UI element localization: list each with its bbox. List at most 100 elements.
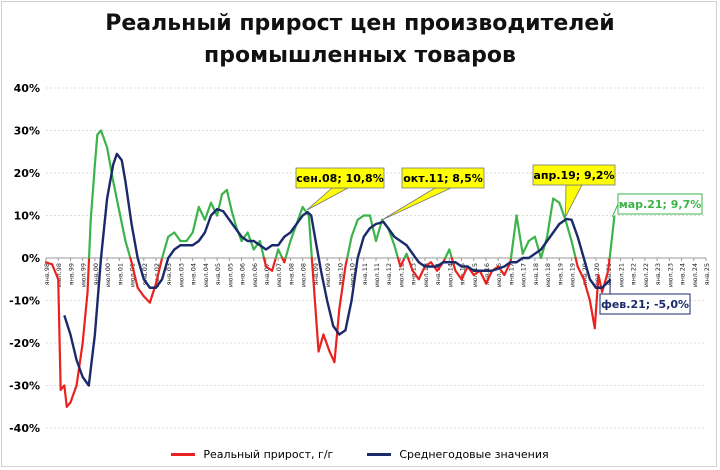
x-tick-label: янв.13 xyxy=(410,263,418,285)
callout-label: апр.19; 9,2% xyxy=(533,169,614,182)
series-real-segment xyxy=(322,333,331,353)
series-real-segment xyxy=(509,214,518,260)
x-tick-label: июл.12 xyxy=(397,263,405,287)
series-average-line xyxy=(63,152,612,387)
series-real-segment xyxy=(277,248,284,260)
y-tick-label: -20% xyxy=(9,337,40,350)
y-tick-label: -10% xyxy=(9,295,40,308)
legend-item-average: Среднегодовые значения xyxy=(367,447,549,461)
series-real-segment xyxy=(262,256,268,268)
series-real-segment xyxy=(197,205,206,221)
x-tick-label: янв.99 xyxy=(67,263,75,285)
series-real-segment xyxy=(570,239,577,260)
x-axis-ticks: янв.98 июл.98 янв.99 июл.99 янв.00 июл.00 янв.… xyxy=(43,258,711,287)
x-tick-label: янв.14 xyxy=(434,263,442,285)
x-tick-label: янв.21 xyxy=(605,263,613,285)
legend-label-average: Среднегодовые значения xyxy=(399,447,549,461)
x-tick-label: янв.00 xyxy=(92,263,100,285)
series-real-segment xyxy=(484,269,494,285)
series-real-segment xyxy=(574,256,579,268)
series-real-segment xyxy=(558,201,567,221)
x-tick-label: июл.10 xyxy=(349,263,357,287)
series-real-segment xyxy=(576,265,585,281)
x-tick-label: янв.11 xyxy=(361,263,369,285)
callout-leader xyxy=(611,203,619,217)
x-tick-label: янв.15 xyxy=(459,263,467,285)
series-real-segment xyxy=(588,299,596,330)
x-tick-label: янв.25 xyxy=(703,263,711,285)
series-real-segment xyxy=(154,256,164,285)
x-tick-label: июл.21 xyxy=(617,263,625,287)
callout-label: фев.21; -5,0% xyxy=(601,298,689,311)
x-tick-label: июл.03 xyxy=(177,263,185,287)
x-tick-label: июл.98 xyxy=(55,263,63,287)
y-tick-label: 0% xyxy=(21,252,40,265)
series-real-segment xyxy=(393,244,400,260)
x-tick-label: июл.07 xyxy=(275,263,283,287)
x-tick-label: июл.06 xyxy=(251,263,259,287)
x-tick-label: июл.17 xyxy=(520,263,528,287)
callout-pointer xyxy=(306,187,349,211)
x-tick-label: июл.04 xyxy=(202,263,210,287)
x-tick-label: янв.04 xyxy=(190,263,198,285)
series-real-segment xyxy=(258,239,266,260)
callout-box xyxy=(401,167,485,189)
x-tick-label: июл.09 xyxy=(324,263,332,287)
series-real-segment xyxy=(411,269,420,281)
series-real-segment xyxy=(350,218,359,238)
x-tick-label: янв.02 xyxy=(141,263,149,285)
callout-pointer xyxy=(381,187,452,221)
x-tick-label: янв.03 xyxy=(165,263,173,285)
x-tick-label: июл.08 xyxy=(300,263,308,287)
callout-box xyxy=(599,293,691,315)
series-real-segment xyxy=(86,256,91,294)
series-real-segment xyxy=(161,235,170,260)
series-real-segment xyxy=(87,218,92,260)
x-tick-label: янв.05 xyxy=(214,263,222,285)
x-tick-label: июл.16 xyxy=(495,263,503,287)
legend-item-real: Реальный прирост, г/г xyxy=(171,448,333,461)
series-real-segment xyxy=(521,239,530,255)
x-tick-label: янв.22 xyxy=(630,263,638,285)
series-real-segment xyxy=(417,265,426,281)
y-tick-label: -40% xyxy=(9,422,40,435)
series-real-segment xyxy=(533,235,543,260)
x-tick-label: янв.01 xyxy=(116,263,124,285)
series-lines xyxy=(44,129,616,408)
x-tick-label: янв.23 xyxy=(654,263,662,285)
x-tick-label: янв.12 xyxy=(385,263,393,285)
legend-swatch-average xyxy=(367,452,392,456)
series-real-segment xyxy=(552,197,561,204)
x-tick-label: июл.14 xyxy=(446,263,454,287)
legend-label-real: Реальный прирост, г/г xyxy=(203,447,334,461)
series-real-segment xyxy=(454,269,463,281)
series-real-segment xyxy=(209,201,219,217)
series-real-segment xyxy=(216,193,224,217)
series-real-segment xyxy=(57,278,62,391)
y-tick-label: 10% xyxy=(14,210,40,223)
x-tick-label: янв.10 xyxy=(336,263,344,285)
series-real-segment xyxy=(118,210,127,243)
callout-label: сен.08; 10,8% xyxy=(296,172,383,185)
callout-box xyxy=(617,193,703,215)
series-real-segment xyxy=(167,231,176,238)
series-real-segment xyxy=(333,307,341,364)
series-real-segment xyxy=(597,273,604,294)
series-real-segment xyxy=(399,256,406,268)
series-real-segment xyxy=(63,384,68,408)
title-line-1: Реальный прирост цен производителей xyxy=(105,11,615,36)
x-tick-label: июл.19 xyxy=(569,263,577,287)
x-tick-label: июл.22 xyxy=(642,263,650,287)
series-real-segment xyxy=(608,215,616,260)
series-real-segment xyxy=(136,286,145,298)
x-tick-label: июл.99 xyxy=(80,263,88,287)
series-real-segment xyxy=(99,129,109,149)
callout-label: мар.21; 9,7% xyxy=(619,198,702,211)
series-real-segment xyxy=(51,263,60,281)
y-axis-ticks: 40% 30% 20% 10% 0% -10% -20% -30% -40% xyxy=(9,82,40,435)
series-real-segment xyxy=(271,256,277,272)
x-tick-label: янв.19 xyxy=(556,263,564,285)
series-real-segment xyxy=(310,256,316,302)
x-tick-label: июл.01 xyxy=(129,263,137,287)
